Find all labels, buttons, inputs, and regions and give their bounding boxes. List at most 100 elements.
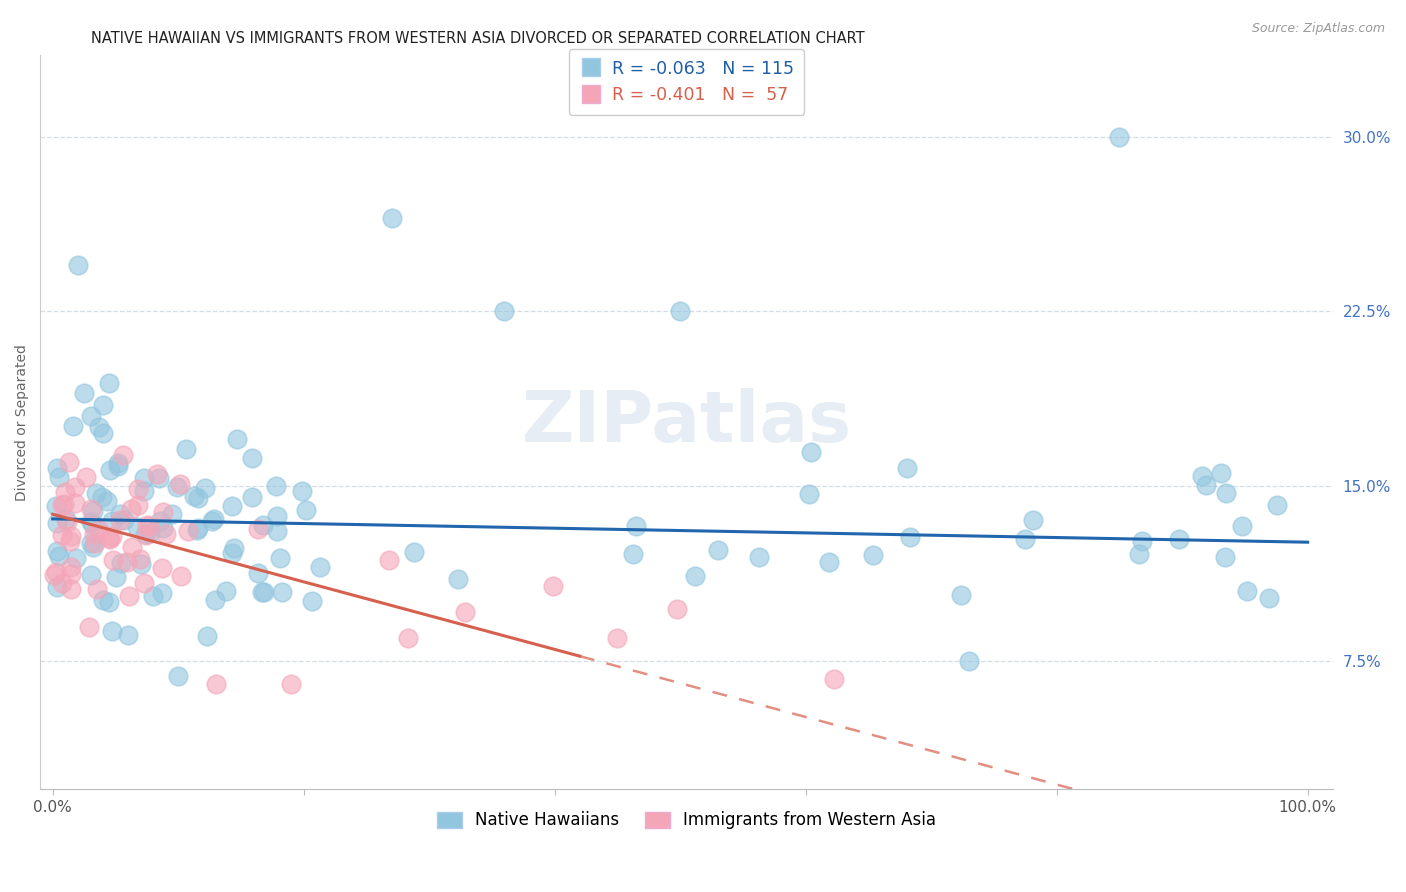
Point xyxy=(91,398,114,412)
Point xyxy=(97,531,120,545)
Point xyxy=(606,631,628,645)
Point xyxy=(402,545,425,559)
Point xyxy=(823,672,845,686)
Point xyxy=(148,471,170,485)
Point xyxy=(132,576,155,591)
Point xyxy=(84,485,107,500)
Point xyxy=(862,549,884,563)
Text: ZIPatlas: ZIPatlas xyxy=(522,388,852,457)
Point xyxy=(105,570,128,584)
Point xyxy=(127,482,149,496)
Point xyxy=(1215,549,1237,564)
Point xyxy=(80,501,103,516)
Point xyxy=(65,551,87,566)
Point xyxy=(58,455,80,469)
Point xyxy=(621,547,644,561)
Point xyxy=(117,589,139,603)
Point xyxy=(45,565,67,579)
Point xyxy=(134,484,156,499)
Text: Source: ZipAtlas.com: Source: ZipAtlas.com xyxy=(1251,22,1385,36)
Point xyxy=(222,541,245,556)
Point xyxy=(226,432,249,446)
Point xyxy=(454,605,477,619)
Point xyxy=(204,512,226,526)
Point xyxy=(266,524,288,539)
Point xyxy=(83,527,105,541)
Point xyxy=(62,419,84,434)
Point xyxy=(1265,498,1288,512)
Point xyxy=(108,513,131,527)
Point xyxy=(73,386,96,401)
Point xyxy=(187,521,209,535)
Point xyxy=(134,526,156,541)
Point xyxy=(51,575,73,590)
Point xyxy=(683,569,706,583)
Point xyxy=(166,480,188,494)
Point xyxy=(295,503,318,517)
Point xyxy=(247,522,270,536)
Point xyxy=(221,546,243,560)
Point xyxy=(75,470,97,484)
Point xyxy=(142,589,165,603)
Point xyxy=(55,511,77,525)
Point xyxy=(46,516,69,530)
Point xyxy=(1128,547,1150,561)
Point xyxy=(949,588,972,602)
Point xyxy=(48,549,70,563)
Point xyxy=(79,620,101,634)
Point xyxy=(117,555,139,569)
Point xyxy=(101,529,124,543)
Point xyxy=(748,549,770,564)
Point xyxy=(253,585,276,599)
Point xyxy=(221,499,243,513)
Point xyxy=(252,517,274,532)
Point xyxy=(957,654,980,668)
Point xyxy=(1195,478,1218,492)
Point xyxy=(669,304,692,318)
Point xyxy=(797,487,820,501)
Point xyxy=(107,459,129,474)
Point xyxy=(240,451,263,466)
Point xyxy=(155,526,177,541)
Point xyxy=(1108,129,1130,144)
Point xyxy=(139,525,162,540)
Point xyxy=(84,536,107,550)
Point xyxy=(127,499,149,513)
Point xyxy=(269,551,291,566)
Point xyxy=(100,532,122,546)
Point xyxy=(160,507,183,521)
Point xyxy=(183,489,205,503)
Point xyxy=(128,552,150,566)
Point xyxy=(117,628,139,642)
Point xyxy=(1021,513,1043,527)
Point xyxy=(63,480,86,494)
Point xyxy=(266,509,288,524)
Point xyxy=(89,419,111,434)
Point xyxy=(1215,486,1237,500)
Point xyxy=(44,568,66,582)
Point xyxy=(1236,583,1258,598)
Point xyxy=(135,528,157,542)
Point xyxy=(1191,469,1213,483)
Point xyxy=(82,517,104,532)
Point xyxy=(898,531,921,545)
Point xyxy=(149,515,172,529)
Point xyxy=(46,544,69,558)
Point xyxy=(136,518,159,533)
Point xyxy=(152,521,174,535)
Point xyxy=(91,490,114,504)
Point xyxy=(46,580,69,594)
Point xyxy=(150,586,173,600)
Point xyxy=(896,461,918,475)
Point xyxy=(53,497,76,511)
Point xyxy=(101,514,124,528)
Point xyxy=(55,485,77,500)
Point xyxy=(80,409,103,424)
Point xyxy=(250,584,273,599)
Point xyxy=(91,425,114,440)
Point xyxy=(494,304,516,318)
Point xyxy=(264,479,287,493)
Point xyxy=(1209,466,1232,480)
Point xyxy=(291,483,314,498)
Point xyxy=(59,533,82,548)
